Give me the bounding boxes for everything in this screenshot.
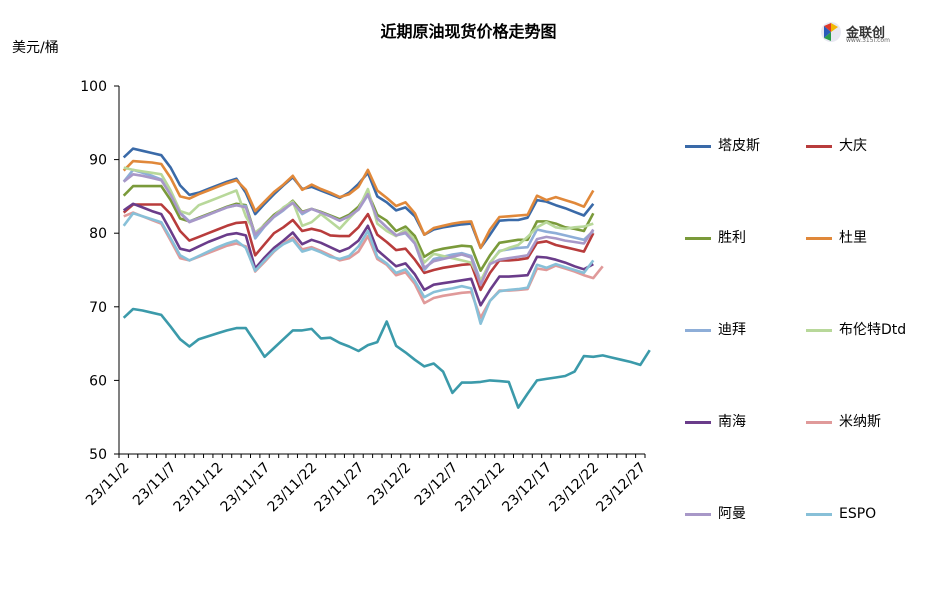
brand-logo: 金联创 www.315i.com: [820, 20, 900, 48]
legend-swatch: [685, 329, 711, 332]
series-line: [123, 211, 604, 320]
series-line: [122, 212, 595, 326]
series-line: [122, 173, 595, 287]
x-tick-label: 23/12/17: [499, 460, 555, 516]
y-tick-label: 60: [89, 373, 107, 389]
legend-label: 胜利: [718, 230, 746, 246]
series-line: [122, 202, 594, 307]
x-tick-label: 23/12/27: [593, 460, 649, 516]
legend-label: 迪拜: [718, 322, 746, 338]
y-tick-label: 100: [80, 79, 107, 95]
legend-label: 塔皮斯: [718, 138, 760, 154]
logo-text: 金联创: [846, 26, 886, 41]
series-line: [122, 147, 595, 250]
y-axis-unit-label: 美元/桶: [12, 40, 59, 56]
x-tick-label: 23/11/12: [171, 460, 227, 516]
logo-url-text: www.315i.com: [846, 37, 890, 44]
series-line: [122, 203, 595, 292]
legend-label: 阿曼: [718, 506, 746, 522]
legend-label: 米纳斯: [839, 414, 881, 430]
series-line: [122, 307, 651, 409]
legend-swatch: [685, 513, 711, 516]
legend-label: 大庆: [839, 138, 867, 154]
y-tick-label: 50: [89, 447, 107, 463]
y-tick-label: 90: [89, 153, 107, 169]
x-tick-label: 23/11/22: [265, 460, 321, 516]
legend-label: 南海: [718, 414, 746, 430]
legend-label: 杜里: [839, 230, 867, 246]
x-tick-label: 23/11/17: [218, 460, 274, 516]
legend-label: ESPO: [839, 506, 877, 522]
y-axis-ticks: 50 60 70 80 90 100: [80, 79, 119, 463]
legend-swatch: [806, 421, 832, 424]
legend-swatch: [806, 237, 832, 240]
legend-label: 布伦特Dtd: [839, 322, 907, 338]
x-tick-label: 23/11/2: [83, 460, 132, 509]
series-line: [122, 159, 595, 250]
x-tick-label: 23/12/12: [452, 460, 508, 516]
y-tick-label: 80: [89, 226, 107, 242]
y-tick-label: 70: [89, 300, 107, 316]
x-tick-label: 23/12/22: [546, 460, 602, 516]
legend-swatch: [806, 145, 832, 148]
chart-title: 近期原油现货价格走势图: [380, 22, 557, 41]
logo-icon: [821, 22, 841, 42]
x-tick-label: 23/12/2: [365, 460, 414, 509]
x-tick-label: 23/11/27: [312, 460, 368, 516]
legend-swatch: [806, 513, 832, 516]
legend-swatch: [685, 145, 711, 148]
x-axis-ticks: 23/11/223/11/723/11/1223/11/1723/11/2223…: [83, 454, 649, 515]
legend-swatch: [685, 237, 711, 240]
legend-swatch: [806, 329, 832, 332]
legend-swatch: [685, 421, 711, 424]
series-lines: [122, 147, 651, 409]
